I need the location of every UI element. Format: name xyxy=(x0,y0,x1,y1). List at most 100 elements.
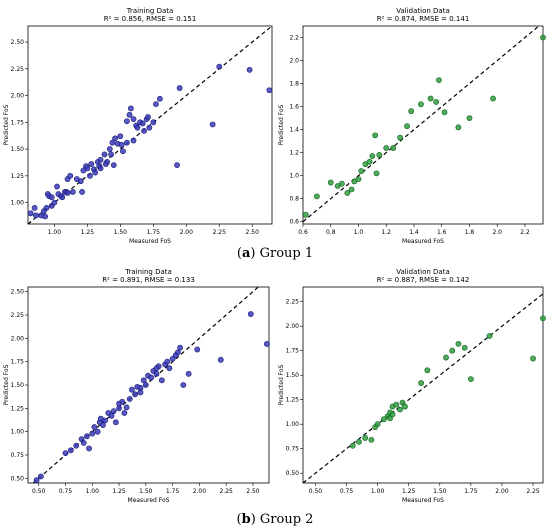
data-point xyxy=(110,162,117,169)
data-point xyxy=(116,400,122,407)
y-axis-label: Predicted FoS xyxy=(278,104,285,145)
data-point xyxy=(194,346,201,353)
data-point xyxy=(436,77,442,84)
chart-subtitle: R² = 0.891, RMSE = 0.133 xyxy=(102,276,195,284)
y-axis-label: Predicted FoS xyxy=(278,364,285,405)
data-point xyxy=(540,315,546,322)
y-tick-label: 0.75 xyxy=(286,446,300,453)
x-tick-label: 1.4 xyxy=(409,229,419,236)
chart-title: Validation Data xyxy=(396,7,450,15)
x-tick-label: 2.00 xyxy=(193,488,207,495)
data-point xyxy=(126,396,133,402)
data-point xyxy=(67,447,74,454)
data-point xyxy=(33,477,40,484)
y-tick-label: 1.2 xyxy=(289,150,299,157)
x-tick-label: 2.2 xyxy=(520,229,530,236)
y-tick-label: 1.25 xyxy=(286,397,300,404)
y-tick-label: 0.6 xyxy=(289,219,299,226)
data-point xyxy=(104,159,111,165)
data-point xyxy=(124,118,130,125)
data-point xyxy=(64,190,71,196)
data-point xyxy=(88,161,95,167)
data-point xyxy=(348,186,355,193)
data-point xyxy=(185,370,192,377)
data-point xyxy=(393,401,400,408)
data-point xyxy=(376,152,383,158)
y-tick-label: 0.50 xyxy=(286,470,300,477)
x-tick-label: 0.75 xyxy=(59,488,73,495)
chart-subtitle: R² = 0.887, RMSE = 0.142 xyxy=(377,276,470,284)
x-tick-label: 2.25 xyxy=(526,488,540,495)
data-point xyxy=(418,101,424,108)
data-point xyxy=(433,99,440,105)
y-tick-label: 1.6 xyxy=(289,104,299,111)
data-point xyxy=(37,473,44,480)
data-point xyxy=(380,416,387,423)
data-point xyxy=(101,151,108,158)
data-point xyxy=(140,377,147,384)
data-point xyxy=(402,403,408,410)
identity-line xyxy=(302,25,540,223)
data-point xyxy=(383,145,390,151)
x-tick-label: 1.6 xyxy=(437,229,447,236)
data-point xyxy=(246,66,253,73)
y-tick-label: 1.25 xyxy=(11,173,25,180)
data-point xyxy=(79,188,85,195)
data-point xyxy=(89,430,96,437)
data-point xyxy=(145,114,151,120)
data-point xyxy=(123,404,130,411)
data-point xyxy=(142,382,149,388)
data-point xyxy=(33,212,39,219)
y-tick-label: 2.50 xyxy=(11,39,25,46)
chart-title: Training Data xyxy=(126,7,174,15)
caption-letter: b xyxy=(241,512,251,527)
data-point xyxy=(153,365,160,372)
data-point xyxy=(102,417,109,424)
y-tick-label: 2.25 xyxy=(11,66,25,73)
data-point xyxy=(424,367,431,374)
data-point xyxy=(466,115,473,121)
data-point xyxy=(62,450,69,457)
data-point xyxy=(84,165,91,172)
y-tick-label: 2.50 xyxy=(11,289,25,296)
data-point xyxy=(530,355,536,362)
y-tick-label: 1.50 xyxy=(11,382,25,389)
x-tick-label: 1.75 xyxy=(464,488,478,495)
x-tick-label: 0.75 xyxy=(340,488,354,495)
data-point xyxy=(302,211,309,218)
data-point xyxy=(69,188,76,195)
y-tick-label: 0.50 xyxy=(11,475,25,482)
data-point xyxy=(373,170,380,177)
chart-subtitle: R² = 0.874, RMSE = 0.141 xyxy=(377,15,470,23)
data-point xyxy=(461,344,468,351)
data-point xyxy=(209,121,216,128)
data-point xyxy=(134,124,141,131)
chart-title: Validation Data xyxy=(396,268,450,276)
data-point xyxy=(490,95,496,102)
caption-text: Group 2 xyxy=(259,512,314,527)
y-tick-label: 2.25 xyxy=(286,299,300,306)
data-point xyxy=(51,199,58,206)
y-tick-label: 1.50 xyxy=(11,146,25,153)
data-point xyxy=(130,137,137,144)
data-point xyxy=(390,145,397,151)
data-point xyxy=(356,438,362,445)
x-tick-label: 1.50 xyxy=(114,229,128,236)
y-tick-label: 2.2 xyxy=(289,35,299,42)
data-point xyxy=(443,354,449,361)
data-point xyxy=(67,172,74,179)
x-tick-label: 0.6 xyxy=(298,229,308,236)
data-point xyxy=(87,172,93,179)
y-tick-label: 1.75 xyxy=(11,359,25,366)
data-point xyxy=(120,148,126,155)
x-tick-label: 2.25 xyxy=(219,488,233,495)
caption-text: Group 1 xyxy=(259,246,314,261)
data-point xyxy=(80,439,87,446)
data-point xyxy=(164,358,171,365)
x-tick-label: 2.50 xyxy=(246,229,260,236)
data-point xyxy=(397,406,403,413)
y-tick-label: 1.75 xyxy=(286,348,300,355)
